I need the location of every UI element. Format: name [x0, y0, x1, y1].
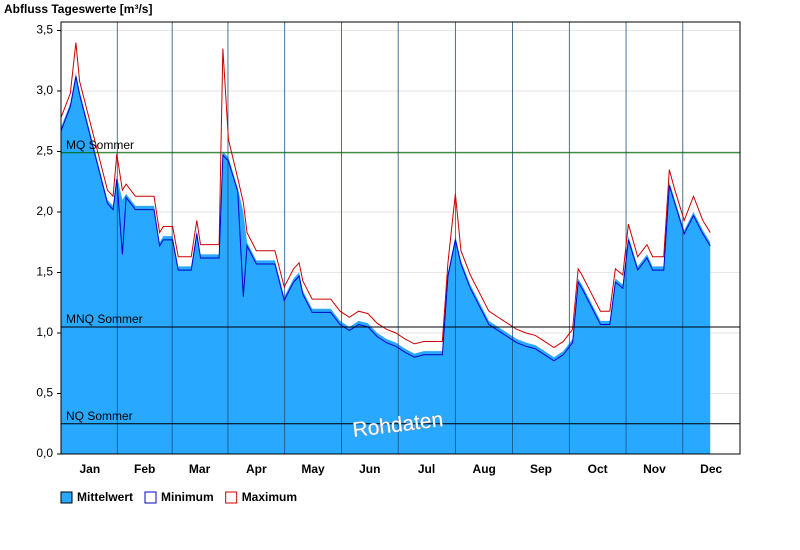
x-tick-label: Sep	[530, 462, 552, 476]
y-tick-label: 3,5	[36, 23, 53, 37]
x-tick-label: Dec	[700, 462, 722, 476]
legend-swatch	[60, 491, 73, 504]
area-mittelwert	[61, 72, 711, 454]
legend-swatch	[144, 491, 157, 504]
legend-label: Minimum	[161, 490, 214, 504]
x-tick-label: Aug	[473, 462, 496, 476]
x-tick-label: Jan	[79, 462, 100, 476]
y-tick-label: 3,0	[36, 83, 53, 97]
x-tick-label: May	[301, 462, 325, 476]
legend-label: Maximum	[242, 490, 297, 504]
x-tick-label: Mar	[189, 462, 211, 476]
legend-label: Mittelwert	[77, 490, 133, 504]
x-tick-label: Feb	[134, 462, 155, 476]
y-tick-label: 2,5	[36, 144, 53, 158]
y-tick-label: 1,0	[36, 325, 53, 339]
plot-frame	[60, 21, 741, 455]
y-tick-label: 1,5	[36, 265, 53, 279]
y-tick-label: 0,5	[36, 386, 53, 400]
x-tick-label: Oct	[588, 462, 608, 476]
reference-label: NQ Sommer	[66, 409, 133, 423]
x-tick-label: Jul	[418, 462, 435, 476]
legend-swatch	[225, 491, 238, 504]
x-tick-label: Nov	[643, 462, 666, 476]
y-tick-label: 2,0	[36, 204, 53, 218]
x-tick-label: Apr	[246, 462, 267, 476]
y-tick-label: 0,0	[36, 446, 53, 460]
reference-label: MNQ Sommer	[66, 312, 143, 326]
reference-label: MQ Sommer	[66, 138, 134, 152]
x-tick-label: Jun	[359, 462, 380, 476]
chart-title: Abfluss Tageswerte [m³/s]	[4, 2, 152, 16]
line-maximum	[60, 42, 711, 349]
